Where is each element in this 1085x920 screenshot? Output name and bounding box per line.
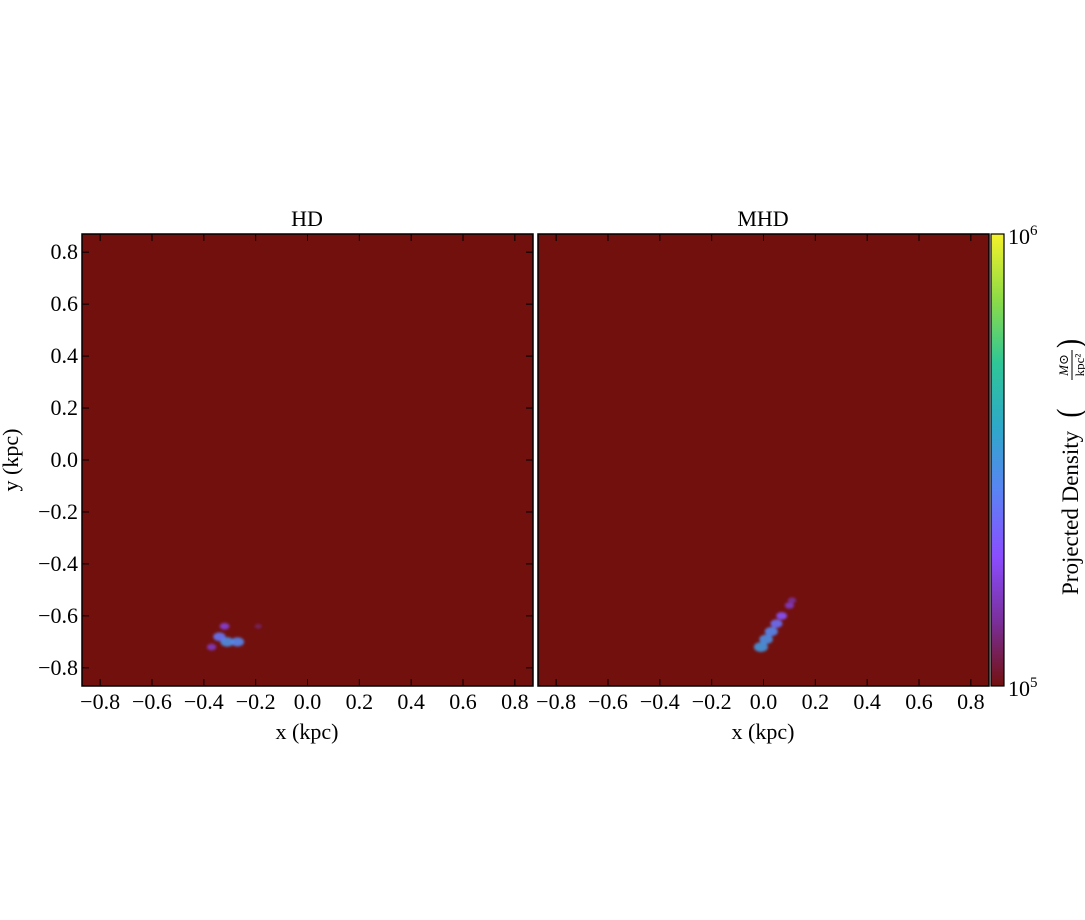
colorbar-unit-denominator: kpc² — [1072, 354, 1085, 377]
hd-density-features — [206, 622, 262, 651]
hd-density-feature — [219, 622, 230, 630]
mhd-x-tick-label: 0.0 — [750, 689, 778, 714]
colorbar-unit-numerator: M⊙ — [1056, 354, 1071, 377]
mhd-x-tick-label: −0.2 — [692, 689, 732, 714]
hd-density-feature — [206, 643, 217, 651]
hd-y-tick-label: 0.0 — [51, 447, 79, 472]
hd-y-tick-label: −0.4 — [38, 551, 78, 576]
colorbar-max-label: 106 — [1008, 223, 1038, 249]
mhd-density-feature — [759, 634, 773, 645]
mhd-density-features — [753, 597, 797, 652]
mhd-x-ticks: −0.8 −0.6 −0.4 −0.2 0.0 0.2 0.4 0.6 0.8 — [536, 234, 985, 714]
mhd-density-feature — [764, 626, 778, 637]
hd-x-tick-label: −0.8 — [80, 689, 120, 714]
colorbar-min-label: 105 — [1008, 675, 1038, 701]
hd-title: HD — [291, 206, 323, 231]
mhd-density-feature — [753, 642, 768, 652]
hd-y-tick-label: 0.4 — [51, 343, 79, 368]
mhd-density-feature — [784, 602, 795, 609]
hd-density-feature — [213, 632, 226, 641]
mhd-density-map — [538, 234, 989, 686]
hd-x-tick-label: 0.2 — [346, 689, 374, 714]
hd-x-tick-label: −0.6 — [132, 689, 172, 714]
hd-y-tick-label: −0.6 — [38, 603, 78, 628]
colorbar-unit-close-paren: ) — [1050, 339, 1085, 348]
mhd-panel: −0.8 −0.6 −0.4 −0.2 0.0 0.2 0.4 0.6 0.8 MHD x (k… — [536, 206, 990, 744]
mhd-density-feature — [787, 597, 797, 604]
hd-y-tick-label: 0.6 — [51, 291, 79, 316]
mhd-x-tick-label: −0.6 — [588, 689, 628, 714]
hd-y-ticks: −0.8 −0.6 −0.4 −0.2 0.0 0.2 0.4 0.6 0.8 — [38, 239, 533, 680]
hd-density-map — [82, 234, 533, 686]
mhd-x-tick-label: −0.4 — [640, 689, 680, 714]
colorbar: 106 105 Projected Density ( M⊙ kpc² ) — [990, 223, 1085, 701]
colorbar-gradient — [990, 233, 1005, 687]
hd-x-ticks: −0.8 −0.6 −0.4 −0.2 0.0 0.2 0.4 0.6 0.8 — [80, 234, 529, 714]
mhd-x-tick-label: 0.6 — [905, 689, 933, 714]
colorbar-label: Projected Density — [1058, 430, 1083, 595]
mhd-x-axis-label: x (kpc) — [732, 719, 795, 744]
hd-y-tick-label: 0.8 — [51, 239, 79, 264]
mhd-density-feature — [776, 612, 788, 620]
mhd-x-tick-label: −0.8 — [536, 689, 576, 714]
hd-x-tick-label: 0.4 — [397, 689, 425, 714]
hd-y-tick-label: 0.2 — [51, 395, 79, 420]
hd-x-tick-label: −0.2 — [236, 689, 276, 714]
mhd-x-tick-label: 0.4 — [853, 689, 881, 714]
hd-density-feature — [230, 637, 245, 647]
hd-density-feature — [254, 623, 262, 629]
colorbar-unit-open-paren: ( — [1050, 409, 1085, 418]
colorbar-title: Projected Density ( M⊙ kpc² ) — [1050, 339, 1085, 595]
hd-x-tick-label: −0.4 — [184, 689, 224, 714]
hd-x-tick-label: 0.0 — [294, 689, 322, 714]
mhd-density-feature — [770, 619, 783, 628]
mhd-x-tick-label: 0.2 — [802, 689, 830, 714]
mhd-x-tick-label: 0.8 — [957, 689, 985, 714]
hd-y-tick-label: −0.2 — [38, 499, 78, 524]
hd-y-tick-label: −0.8 — [38, 655, 78, 680]
hd-y-axis-label: y (kpc) — [0, 429, 23, 492]
hd-x-tick-label: 0.6 — [449, 689, 477, 714]
mhd-title: MHD — [737, 206, 788, 231]
hd-panel: −0.8 −0.6 −0.4 −0.2 0.0 0.2 0.4 0.6 0.8 −0.8 −0.6… — [0, 206, 534, 744]
hd-x-axis-label: x (kpc) — [276, 719, 339, 744]
hd-x-tick-label: 0.8 — [501, 689, 529, 714]
